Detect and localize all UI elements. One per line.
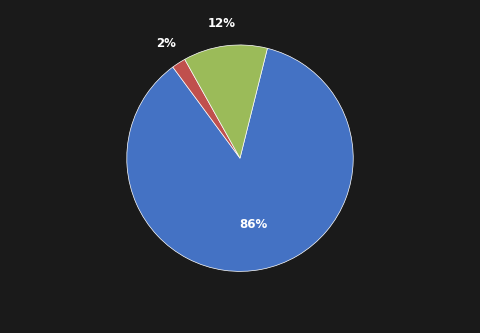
Wedge shape	[127, 48, 353, 271]
Wedge shape	[173, 59, 240, 158]
Text: 12%: 12%	[208, 17, 236, 30]
Text: 2%: 2%	[156, 38, 176, 51]
Wedge shape	[185, 45, 267, 158]
Text: 86%: 86%	[239, 218, 267, 231]
